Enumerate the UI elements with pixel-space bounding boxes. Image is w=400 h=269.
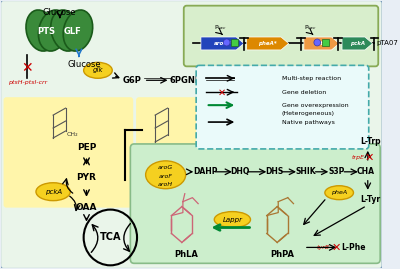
FancyBboxPatch shape [4, 97, 133, 208]
FancyBboxPatch shape [322, 40, 329, 47]
FancyArrow shape [342, 37, 372, 50]
FancyBboxPatch shape [136, 97, 261, 178]
Text: PTS: PTS [38, 27, 56, 36]
FancyArrow shape [201, 37, 244, 50]
Text: P$_{tac}$: P$_{tac}$ [304, 23, 317, 32]
Text: Gene deletion: Gene deletion [282, 90, 326, 95]
Text: Glucose: Glucose [68, 60, 102, 69]
Text: PhLA: PhLA [175, 250, 198, 259]
Text: 6PGNL: 6PGNL [169, 76, 200, 85]
Ellipse shape [36, 183, 70, 201]
Ellipse shape [220, 90, 254, 105]
Text: GLF: GLF [63, 27, 81, 36]
Text: aroH: aroH [158, 182, 173, 187]
Text: Gene overexpression: Gene overexpression [282, 103, 348, 108]
Ellipse shape [26, 10, 56, 51]
Circle shape [314, 39, 320, 46]
Text: ✕: ✕ [218, 87, 226, 97]
Text: OAA: OAA [76, 203, 97, 212]
Text: PEP: PEP [77, 143, 96, 153]
Ellipse shape [51, 10, 80, 51]
Text: trpE: trpE [352, 155, 365, 160]
Text: pheA*: pheA* [258, 41, 277, 46]
Text: CHA: CHA [357, 167, 375, 176]
Text: tktA: tktA [230, 94, 244, 100]
Text: Glucose: Glucose [43, 8, 77, 17]
Text: pckA: pckA [44, 189, 62, 195]
Text: PhPA: PhPA [270, 250, 294, 259]
FancyBboxPatch shape [184, 6, 378, 66]
FancyBboxPatch shape [232, 40, 238, 47]
Text: ✕: ✕ [332, 242, 341, 252]
FancyArrow shape [247, 37, 289, 50]
Text: pTA07: pTA07 [376, 40, 398, 47]
Ellipse shape [146, 161, 186, 189]
Text: L-Tyr: L-Tyr [360, 195, 381, 204]
Text: DAHP: DAHP [194, 167, 218, 176]
Text: pckA: pckA [350, 41, 365, 46]
Text: G6P: G6P [123, 76, 142, 85]
Ellipse shape [38, 10, 68, 51]
Text: tktA: tktA [315, 41, 328, 46]
Text: aroG*: aroG* [214, 41, 231, 46]
Text: L-Phe: L-Phe [341, 243, 366, 252]
Text: S3P: S3P [328, 167, 344, 176]
Text: pheA: pheA [331, 190, 347, 195]
Circle shape [223, 39, 230, 46]
FancyBboxPatch shape [130, 144, 380, 263]
Text: ✕: ✕ [365, 153, 374, 163]
Ellipse shape [84, 62, 112, 78]
Text: glk: glk [93, 67, 103, 73]
Text: Lappr: Lappr [222, 217, 242, 222]
Text: tyrB: tyrB [316, 245, 330, 250]
FancyArrow shape [304, 37, 339, 50]
Text: Ru5P: Ru5P [225, 76, 250, 85]
Ellipse shape [214, 212, 250, 228]
Text: PYR: PYR [76, 173, 96, 182]
Text: DHQ: DHQ [230, 167, 250, 176]
Text: E4P: E4P [228, 126, 247, 134]
Text: TCA: TCA [100, 232, 121, 242]
Text: aroG: aroG [158, 165, 173, 170]
Text: CH₂: CH₂ [66, 133, 78, 137]
Text: Native pathways: Native pathways [282, 119, 335, 125]
Text: Multi-step reaction: Multi-step reaction [282, 76, 341, 81]
Text: P$_{tac}$: P$_{tac}$ [214, 23, 226, 32]
Text: aroF: aroF [159, 174, 173, 179]
FancyBboxPatch shape [196, 65, 369, 149]
Text: DHS: DHS [265, 167, 284, 176]
FancyBboxPatch shape [0, 0, 383, 269]
Text: ✕: ✕ [22, 61, 33, 75]
Ellipse shape [325, 186, 354, 200]
Ellipse shape [63, 10, 93, 51]
Text: ptsH-ptsI-crr: ptsH-ptsI-crr [8, 80, 48, 85]
Text: SHIK: SHIK [296, 167, 316, 176]
Text: L-Trp: L-Trp [360, 137, 381, 146]
Text: (Heterogeneous): (Heterogeneous) [282, 111, 335, 116]
